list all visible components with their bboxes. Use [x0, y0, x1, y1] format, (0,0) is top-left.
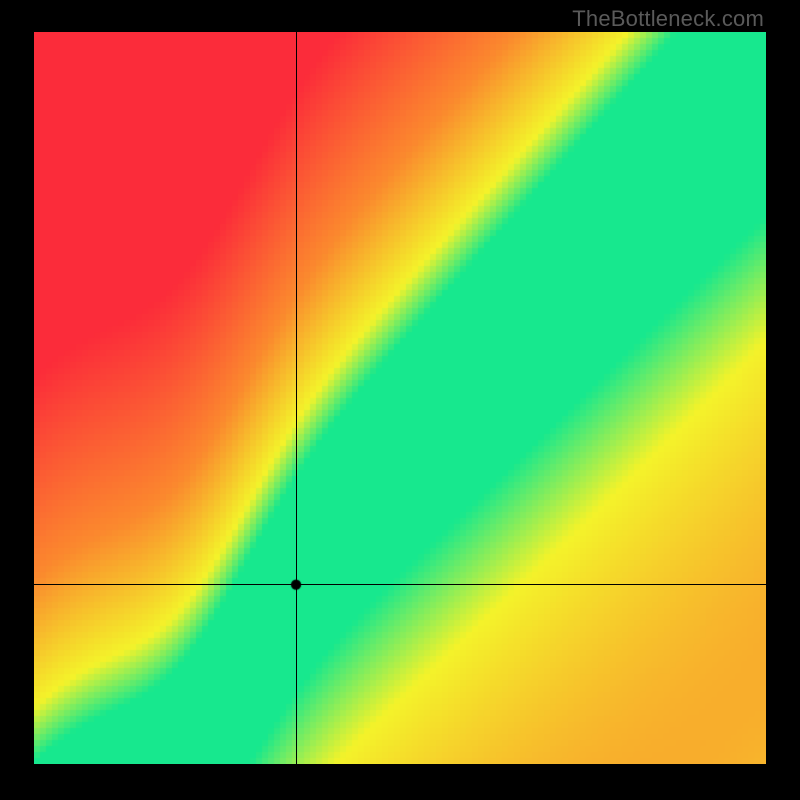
crosshair-vertical [296, 32, 297, 764]
chart-container: TheBottleneck.com [0, 0, 800, 800]
watermark-text: TheBottleneck.com [572, 6, 764, 32]
bottleneck-heatmap [34, 32, 766, 764]
crosshair-horizontal [34, 584, 766, 585]
